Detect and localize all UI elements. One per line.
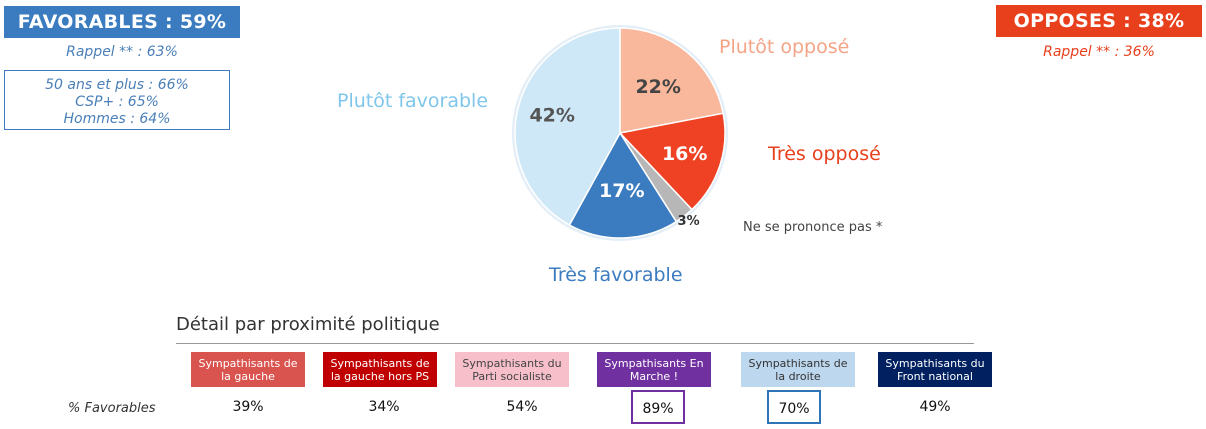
pie-slice-value-label: 17% bbox=[599, 180, 644, 202]
pie-category-label-plutot-oppose: Plutôt opposé bbox=[719, 36, 850, 58]
party-value-gauche: 39% bbox=[232, 399, 264, 415]
party-value-gauche-hors-ps: 34% bbox=[368, 399, 400, 415]
pie-category-label-tres-oppose: Très opposé bbox=[768, 143, 881, 165]
detail-section-title: Détail par proximité politique bbox=[176, 314, 440, 335]
party-header-en-marche: Sympathisants En Marche ! bbox=[597, 352, 711, 387]
party-header-gauche-hors-ps: Sympathisants de la gauche hors PS bbox=[323, 352, 437, 387]
favorables-rappel: Rappel ** : 63% bbox=[66, 44, 178, 60]
pie-slice-value-label: 42% bbox=[529, 105, 574, 127]
pie-category-label-tres-favorable: Très favorable bbox=[549, 264, 683, 286]
pie-slice bbox=[619, 27, 725, 134]
pie-slice bbox=[568, 131, 678, 239]
opinion-pie-chart: 22% 16% 3% 17% 42% bbox=[512, 25, 728, 241]
pie-slice-value-label: 16% bbox=[662, 143, 707, 165]
pie-slice-value-label: 22% bbox=[635, 76, 680, 98]
party-value-parti-socialiste: 54% bbox=[506, 399, 538, 415]
pie-slice bbox=[618, 112, 726, 211]
opposes-rappel: Rappel ** : 36% bbox=[1043, 44, 1155, 60]
party-value-en-marche: 89% bbox=[631, 390, 685, 424]
detail-divider bbox=[176, 343, 974, 344]
favorables-row-label: % Favorables bbox=[68, 401, 156, 416]
favorables-details-box: 50 ans et plus : 66% CSP+ : 65% Hommes :… bbox=[4, 70, 230, 130]
party-header-front-national: Sympathisants du Front national bbox=[878, 352, 992, 387]
pie-category-label-nsp: Ne se prononce pas * bbox=[743, 220, 883, 235]
favorables-badge: FAVORABLES : 59% bbox=[4, 6, 240, 38]
opposes-badge: OPPOSES : 38% bbox=[996, 5, 1202, 37]
favorables-detail-line: 50 ans et plus : 66% bbox=[45, 77, 189, 93]
favorables-detail-line: Hommes : 64% bbox=[63, 111, 171, 127]
party-value-front-national: 49% bbox=[919, 399, 951, 415]
pie-slice bbox=[514, 27, 621, 227]
party-header-gauche: Sympathisants de la gauche bbox=[191, 352, 305, 387]
party-header-parti-socialiste: Sympathisants du Parti socialiste bbox=[455, 352, 569, 387]
favorables-detail-line: CSP+ : 65% bbox=[75, 94, 159, 110]
party-value-droite: 70% bbox=[767, 390, 821, 424]
pie-category-label-plutot-favorable: Plutôt favorable bbox=[337, 90, 489, 112]
party-header-droite: Sympathisants de la droite bbox=[741, 352, 855, 387]
pie-slice-value-label: 3% bbox=[678, 214, 700, 229]
